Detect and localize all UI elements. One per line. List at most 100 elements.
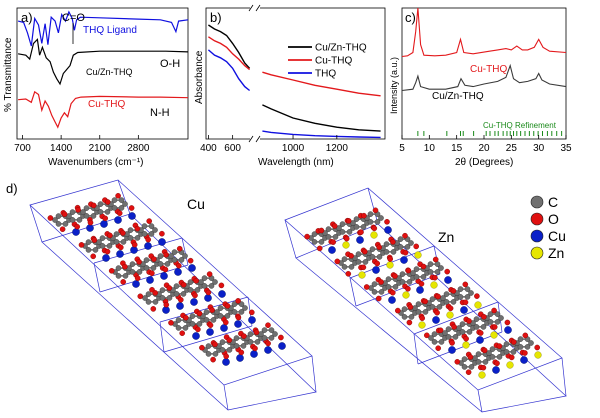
carbon-atom — [399, 271, 406, 277]
carbon-atom — [371, 289, 378, 295]
carbon-atom — [341, 264, 348, 270]
carbon-atom — [325, 226, 332, 232]
carbon-atom — [461, 356, 468, 362]
oxygen-atom — [390, 239, 396, 245]
series-line-c-0 — [401, 7, 567, 58]
carbon-atom — [143, 265, 150, 271]
zinc-atom — [370, 231, 378, 239]
carbon-atom — [141, 231, 148, 237]
panel-b-ylabel: Absorbance — [194, 50, 205, 104]
legend-atom-cu-icon — [530, 229, 544, 243]
carbon-atom — [353, 224, 360, 230]
carbon-atom — [434, 269, 441, 275]
oxygen-atom — [432, 256, 439, 263]
copper-atom — [372, 266, 380, 274]
carbon-atom — [408, 314, 415, 320]
oxygen-atom — [90, 202, 97, 209]
oxygen-atom — [465, 369, 472, 376]
oxygen-atom — [345, 270, 352, 277]
carbon-atom — [438, 339, 445, 345]
carbon-atom — [148, 231, 155, 237]
copper-atom — [176, 302, 184, 310]
carbon-atom — [445, 334, 452, 340]
x-tick-label-a-1: 1400 — [50, 143, 73, 154]
zinc-atom — [490, 331, 498, 339]
carbon-atom — [196, 321, 203, 327]
series-line-a-2 — [18, 90, 189, 129]
carbon-atom — [339, 221, 346, 227]
copper-atom — [234, 320, 242, 328]
oxygen-atom — [447, 305, 454, 312]
copper-atom — [384, 226, 392, 234]
panel-c-label: c) — [405, 10, 416, 25]
carbon-atom — [166, 295, 173, 301]
carbon-atom — [69, 209, 76, 215]
oxygen-atom — [136, 259, 142, 265]
oxygen-atom — [462, 299, 469, 306]
refinement-ticks — [417, 131, 563, 136]
copper-atom — [444, 276, 452, 284]
oxygen-atom — [405, 267, 412, 274]
cu-thq-label-a: Cu-THQ — [88, 99, 125, 110]
carbon-atom — [129, 269, 136, 275]
carbon-atom — [189, 313, 196, 319]
panel-c: c) 5 10 15 20 25 30 35 Cu-THQ Cu/Zn-THQ Cu-THQ… — [389, 7, 572, 168]
carbon-atom — [496, 354, 503, 360]
carbon-atom — [224, 313, 231, 319]
copper-atom — [476, 336, 484, 344]
carbon-atom — [242, 305, 248, 311]
panel-b-legend: Cu/Zn-THQ Cu-THQ THQ — [288, 43, 367, 80]
panel-a: a) 700 1400 2100 2800 C=O THQ Ligand O-H Cu… — [3, 7, 189, 168]
carbon-atom — [268, 335, 275, 341]
cu-thq-label-c: Cu-THQ — [470, 64, 507, 75]
carbon-atom — [503, 341, 510, 347]
carbon-atom — [406, 279, 413, 285]
carbon-atom — [182, 253, 188, 259]
oxygen-atom — [104, 199, 111, 205]
oxygen-atom — [218, 282, 225, 289]
oxygen-atom — [402, 249, 409, 256]
carbon-atom — [231, 309, 238, 315]
oxygen-atom — [196, 310, 203, 317]
panel-a-label: a) — [21, 10, 33, 25]
carbon-atom — [457, 294, 464, 300]
oxygen-atom — [116, 210, 123, 216]
panel-c-xlabel: 2θ (Degrees) — [455, 157, 513, 168]
series-line-b-right-1 — [262, 71, 381, 97]
oxygen-atom — [378, 279, 384, 285]
series-line-b-right-0 — [262, 104, 381, 132]
oxygen-atom — [481, 313, 487, 320]
oxygen-atom — [419, 315, 426, 322]
carbon-atom — [272, 331, 278, 337]
copper-atom — [416, 286, 424, 294]
carbon-atom — [164, 261, 171, 267]
oxygen-atom — [146, 218, 152, 224]
carbon-atom — [85, 239, 92, 245]
copper-atom — [114, 216, 122, 224]
copper-atom — [128, 212, 136, 220]
copper-atom — [504, 326, 512, 334]
oxygen-atom — [384, 218, 390, 225]
oxygen-atom — [74, 223, 80, 230]
legend-atom-o-icon — [530, 212, 544, 226]
oxygen-atom — [212, 341, 218, 348]
oxygen-atom — [87, 219, 94, 226]
carbon-atom — [247, 331, 254, 337]
carbon-atom — [187, 279, 194, 285]
copper-atom — [130, 246, 138, 254]
x-tick-label-c-4: 25 — [506, 143, 518, 154]
carbon-atom — [261, 335, 268, 341]
x-tick-label-c-1: 10 — [424, 143, 436, 154]
carbon-atom — [431, 339, 438, 345]
carbon-atom — [111, 205, 118, 211]
carbon-atom — [175, 317, 182, 323]
oxygen-atom — [180, 281, 187, 288]
carbon-atom — [92, 247, 99, 253]
oxygen-atom — [235, 314, 242, 321]
oxygen-atom — [193, 277, 199, 284]
carbon-atom — [436, 304, 443, 310]
carbon-atom — [468, 364, 475, 370]
carbon-atom — [150, 265, 157, 271]
oxygen-atom — [454, 358, 461, 365]
